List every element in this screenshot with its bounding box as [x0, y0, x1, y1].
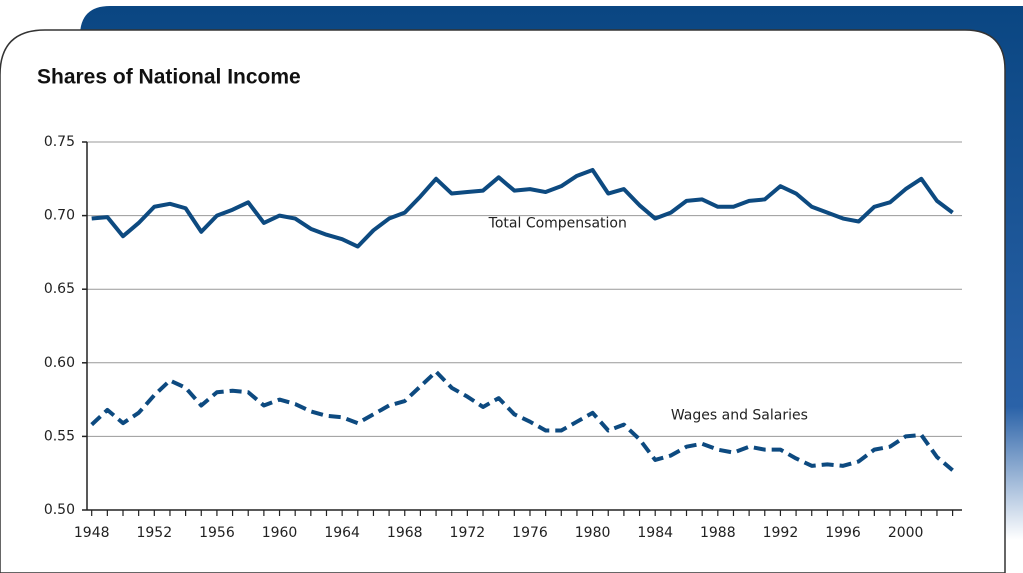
- x-tick-label: 1976: [512, 525, 548, 541]
- x-tick-label: 2000: [888, 525, 924, 541]
- y-tick-label: 0.60: [44, 355, 75, 371]
- x-tick-label: 1984: [637, 525, 673, 541]
- y-tick-label: 0.65: [44, 281, 75, 297]
- x-tick-label: 1992: [763, 525, 799, 541]
- x-tick-label: 1956: [199, 525, 235, 541]
- y-tick-label: 0.55: [44, 428, 75, 444]
- card: [0, 29, 1006, 573]
- chart-title: Shares of National Income: [37, 66, 301, 89]
- x-tick-label: 1972: [450, 525, 486, 541]
- series-label: Wages and Salaries: [671, 408, 808, 424]
- series-line: [91, 167, 954, 249]
- y-tick-label: 0.70: [44, 208, 75, 224]
- x-tick-label: 1988: [700, 525, 736, 541]
- x-tick-label: 1964: [324, 525, 360, 541]
- x-tick-label: 1980: [575, 525, 611, 541]
- x-tick-label: 1996: [825, 525, 861, 541]
- series-label: Total Compensation: [488, 215, 627, 231]
- x-tick-label: 1960: [262, 525, 298, 541]
- y-tick-label: 0.50: [44, 502, 75, 518]
- series-line: [90, 369, 954, 472]
- x-tick-label: 1968: [387, 525, 423, 541]
- y-tick-label: 0.75: [44, 134, 75, 150]
- x-tick-label: 1952: [136, 525, 172, 541]
- x-tick-label: 1948: [74, 525, 110, 541]
